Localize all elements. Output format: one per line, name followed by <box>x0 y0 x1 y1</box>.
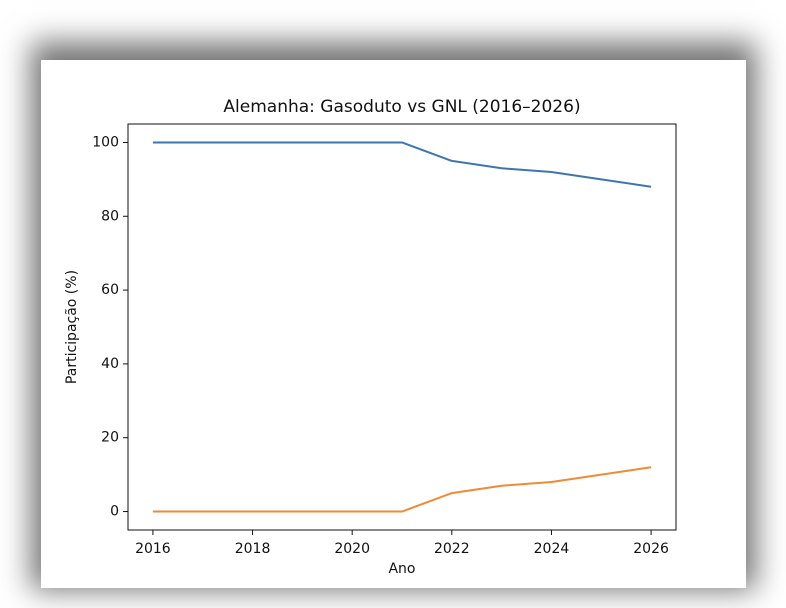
series-line <box>152 141 652 188</box>
x-axis-label: Ano <box>388 561 415 577</box>
x-tick-label: 2026 <box>633 541 669 557</box>
plot-frame <box>127 123 677 531</box>
y-tick-label: 20 <box>101 430 119 446</box>
y-tick-label: 0 <box>110 504 119 520</box>
x-tick-label: 2018 <box>235 541 271 557</box>
figure-window <box>41 60 746 588</box>
x-tick-label: 2016 <box>135 541 171 557</box>
y-tick-label: 80 <box>101 208 119 224</box>
x-tick-label: 2020 <box>334 541 370 557</box>
y-axis-label: Participação (%) <box>64 270 80 384</box>
y-tick-label: 60 <box>101 282 119 298</box>
series-line <box>152 466 652 513</box>
y-tick-label: 100 <box>92 134 119 150</box>
y-tick-label: 40 <box>101 356 119 372</box>
x-tick-label: 2022 <box>434 541 470 557</box>
x-tick-label: 2024 <box>534 541 570 557</box>
chart-title: Alemanha: Gasoduto vs GNL (2016–2026) <box>223 97 580 117</box>
